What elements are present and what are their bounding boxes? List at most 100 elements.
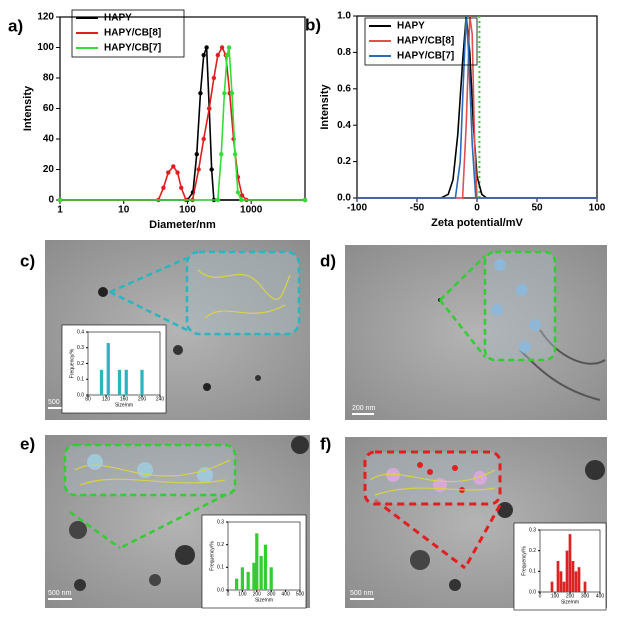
bar [556, 561, 560, 592]
x-tick-label: 200 [566, 593, 575, 599]
y-tick-label: 0.8 [337, 47, 351, 58]
x-tick-label: 200 [253, 591, 262, 597]
x-tick-label: 80 [85, 396, 91, 402]
x-tick-label: 1 [57, 205, 63, 216]
legend-label: HAPY/CB[8] [397, 36, 454, 47]
y-tick-label: 0.3 [217, 519, 224, 525]
legend-label: HAPY [104, 13, 132, 24]
marker [201, 52, 206, 58]
y-tick-label: 0.0 [77, 392, 84, 398]
y-tick-label: 0 [48, 195, 54, 206]
series-line [357, 15, 597, 199]
y-axis-title: Intensity [319, 84, 331, 130]
y-axis-title: Intensity [22, 85, 34, 131]
panel-label: f) [320, 434, 331, 453]
x-tick-label: 1000 [240, 205, 263, 216]
legend-label: HAPY [397, 21, 425, 32]
x-tick-label: 300 [267, 591, 276, 597]
marker [215, 197, 221, 203]
x-tick-label: 400 [281, 591, 290, 597]
x-axis-title: Zeta potential/mV [431, 217, 523, 229]
y-tick-label: 20 [43, 164, 55, 175]
y-tick-label: 0.4 [77, 329, 84, 335]
x-tick-label: -100 [347, 203, 367, 214]
y-tick-label: 0.4 [337, 120, 351, 131]
y-tick-label: 0.0 [529, 589, 536, 595]
x-tick-label: 100 [551, 593, 560, 599]
marker [215, 52, 221, 58]
bar [106, 343, 110, 395]
marker [201, 136, 206, 142]
x-tick-label: -50 [410, 203, 425, 214]
marker [239, 197, 244, 203]
marker [209, 167, 214, 172]
bar [117, 369, 122, 395]
bar [562, 581, 566, 592]
bar [99, 369, 104, 395]
x-tick-label: 100 [589, 203, 606, 214]
marker [222, 91, 227, 96]
marker [224, 52, 230, 58]
bar [259, 556, 263, 590]
panel-label: c) [20, 251, 35, 270]
scale-bar-label: 500 nm [350, 590, 374, 597]
x-axis-title: Diameter/nm [149, 219, 216, 231]
x-tick-label: 100 [179, 205, 196, 216]
marker [198, 91, 203, 96]
x-tick-label: 500 [296, 591, 305, 597]
y-tick-label: 0.1 [77, 377, 84, 383]
series-line [60, 47, 305, 201]
bar [574, 571, 578, 592]
marker [171, 164, 176, 169]
marker [196, 167, 201, 172]
bar [269, 567, 273, 590]
y-axis-title: Frequency/% [209, 541, 215, 571]
marker [207, 106, 212, 111]
marker [226, 45, 232, 50]
legend-box [71, 9, 185, 58]
bar [252, 562, 256, 590]
marker [219, 45, 225, 50]
legend-box [364, 17, 478, 66]
x-tick-label: 200 [138, 396, 147, 402]
legend-label: HAPY/CB[7] [397, 51, 454, 62]
marker [235, 190, 241, 195]
bar [263, 544, 268, 590]
panel-label: b) [305, 15, 321, 34]
y-tick-label: 0.3 [529, 527, 536, 533]
scale-bar-label: 500 nm [48, 590, 72, 597]
x-tick-label: 400 [596, 593, 605, 599]
scale-bar-label: 200 nm [352, 405, 376, 412]
legend-label: HAPY/CB[7] [104, 43, 161, 54]
y-tick-label: 1.0 [337, 11, 351, 22]
marker [57, 197, 63, 203]
y-tick-label: 120 [37, 12, 54, 23]
y-tick-label: 0.2 [217, 542, 224, 548]
series-line [60, 47, 305, 201]
bar [235, 578, 239, 590]
scale-bar-label: 500 nm [48, 399, 72, 406]
x-axis-title: Size/nm [255, 597, 273, 603]
panel-label: a) [8, 16, 23, 35]
marker [302, 197, 308, 203]
y-tick-label: 40 [43, 134, 55, 145]
y-axis-title: Frequency/% [521, 546, 527, 576]
marker [239, 193, 245, 198]
marker [194, 152, 199, 157]
panel-label: e) [20, 434, 35, 453]
x-tick-label: 100 [238, 591, 247, 597]
x-tick-label: 160 [120, 396, 129, 402]
bar [140, 369, 144, 395]
x-tick-label: 50 [531, 203, 543, 214]
bar [583, 581, 587, 592]
y-tick-label: 60 [43, 103, 55, 114]
y-tick-label: 0.2 [77, 361, 84, 367]
marker [175, 170, 180, 175]
y-axis-title: Frequency/% [69, 348, 75, 378]
x-tick-label: 300 [581, 593, 590, 599]
panel-label: d) [320, 251, 336, 270]
marker [204, 45, 209, 50]
marker [229, 91, 235, 96]
